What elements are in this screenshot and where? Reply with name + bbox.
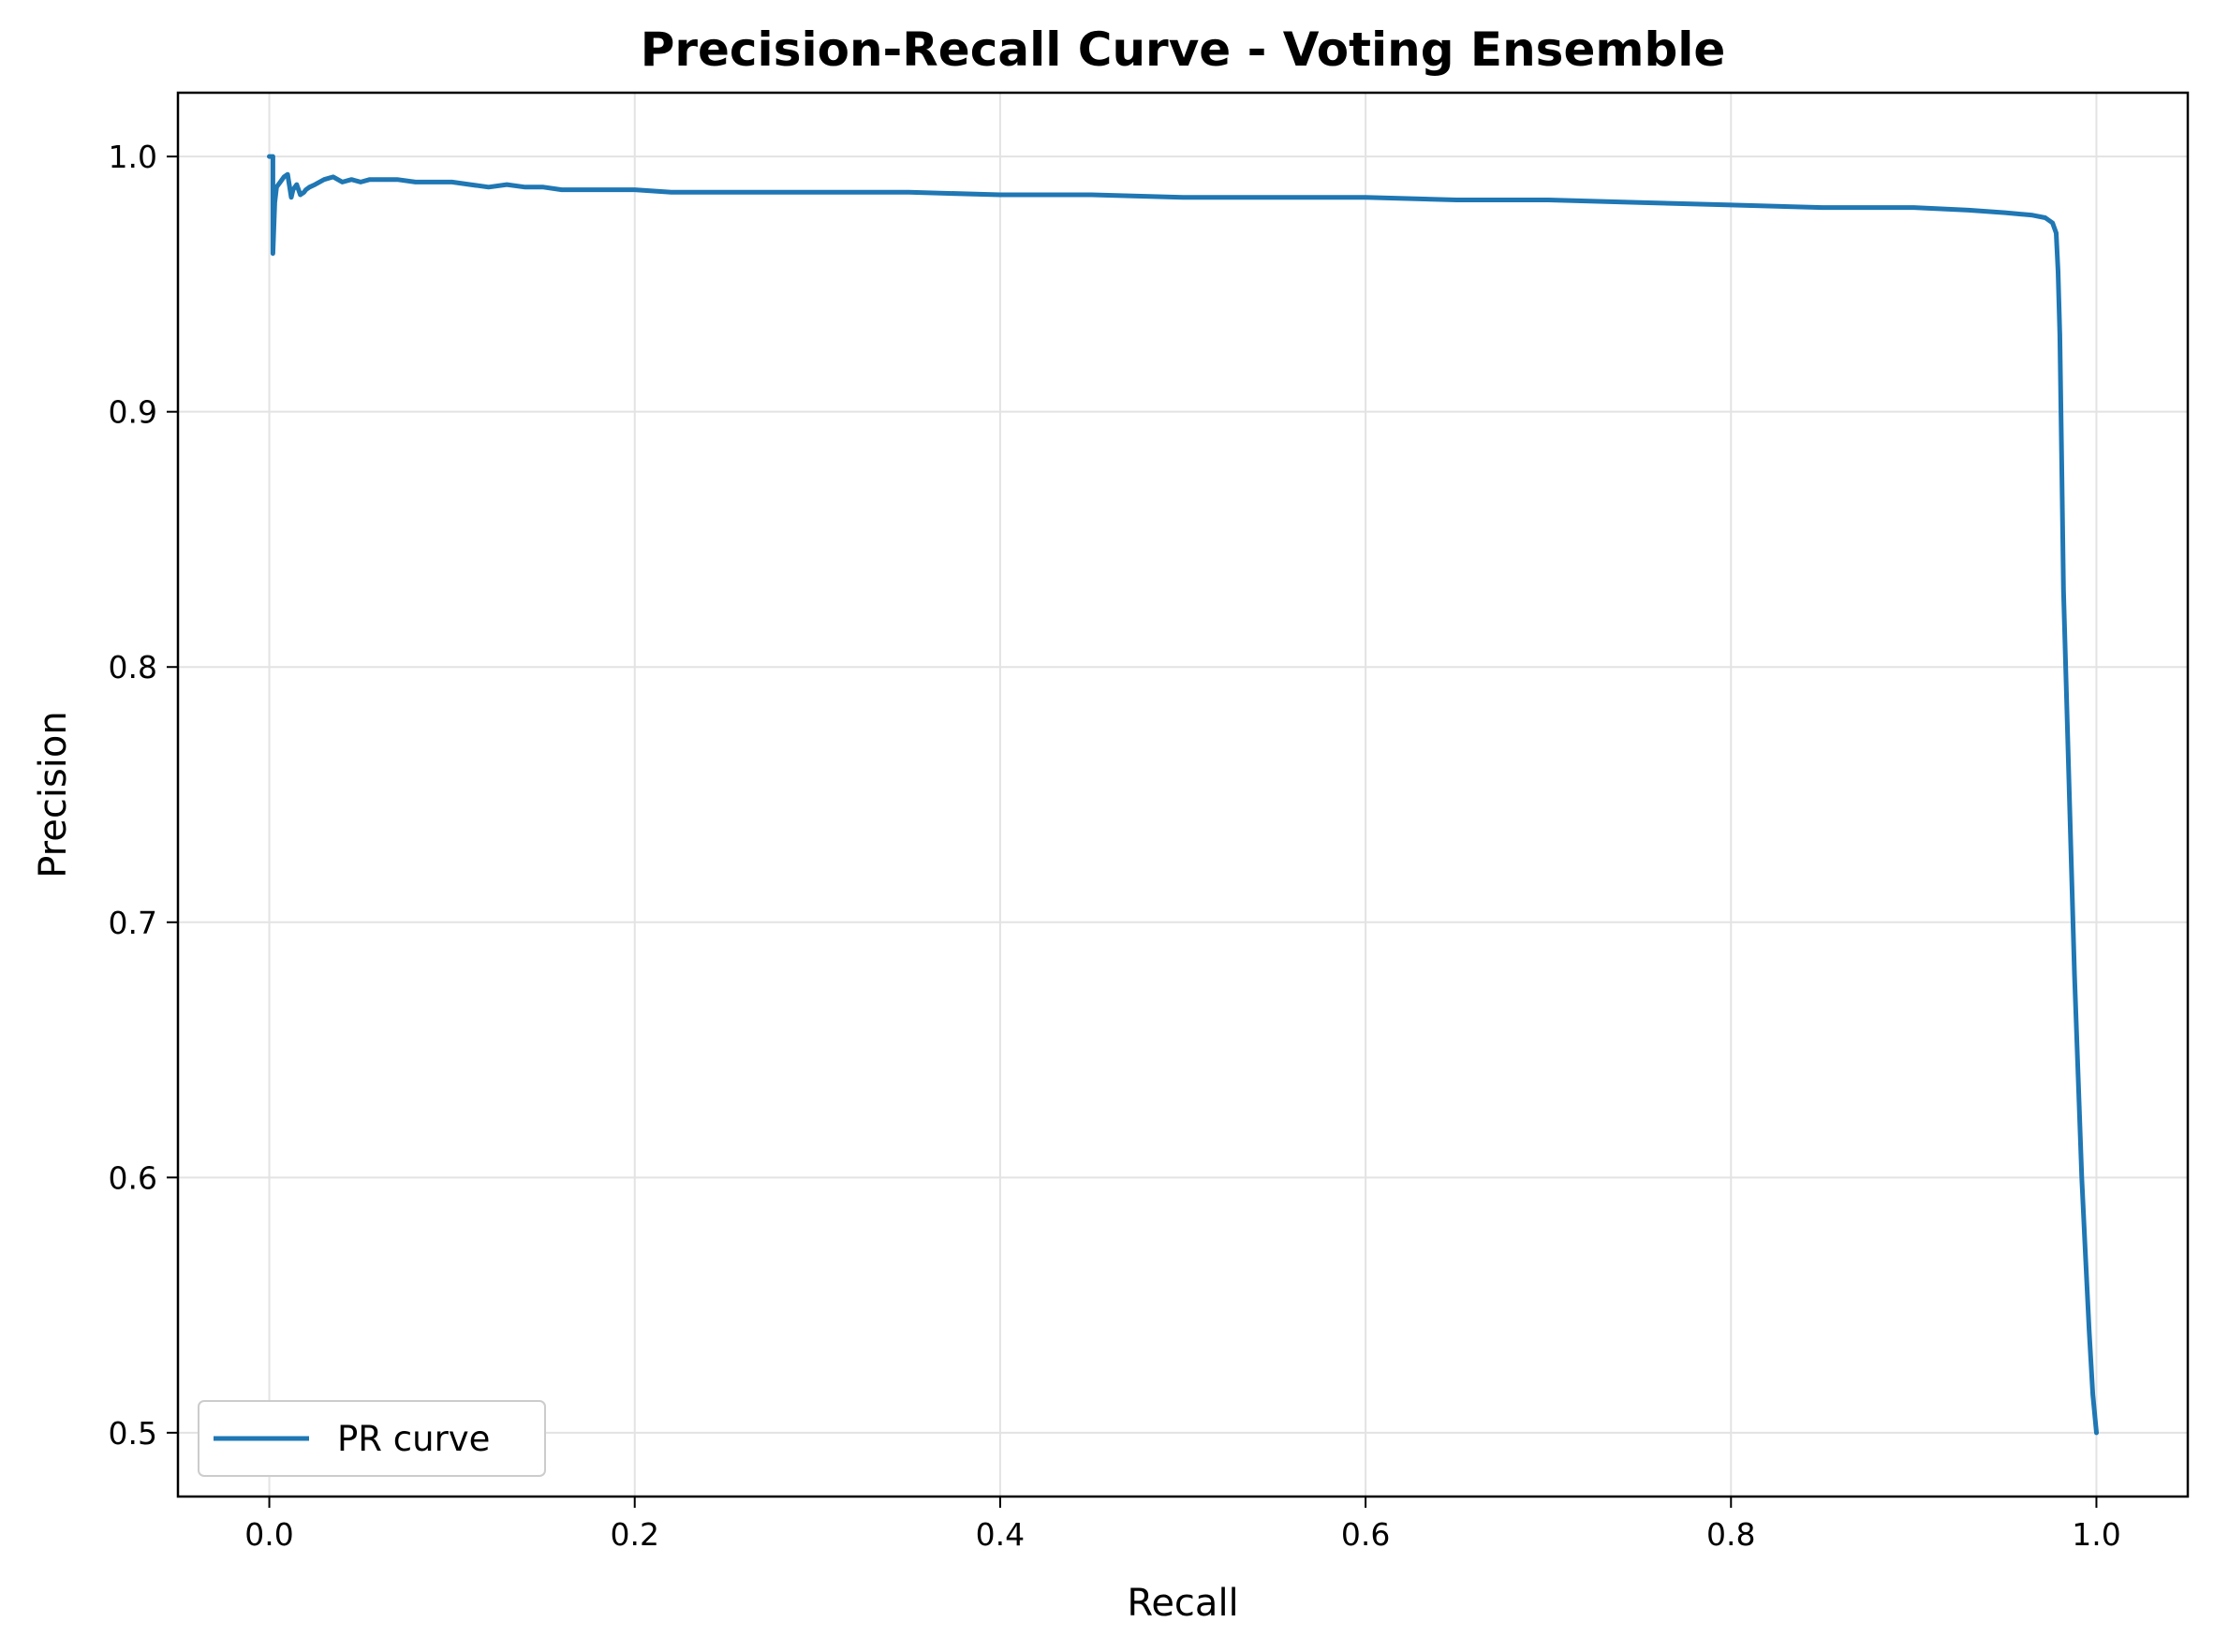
x-tick-label: 0.0: [244, 1516, 293, 1553]
plot-frame: [176, 91, 2190, 1498]
grid: [178, 93, 2188, 1497]
ticks: 0.0 0.2 0.4 0.6 0.8 1.0 0.5 0.6 0.7 0.8 0.9 1.0: [109, 139, 2121, 1553]
x-axis-label: Recall: [1127, 1582, 1238, 1625]
x-tick-label: 0.6: [1341, 1516, 1390, 1553]
x-tick-label: 0.8: [1706, 1516, 1755, 1553]
series-line-pr-curve: [267, 154, 2099, 1436]
y-tick-label: 0.6: [109, 1159, 157, 1196]
x-tick-label: 1.0: [2072, 1516, 2120, 1553]
legend-box: [198, 1400, 546, 1477]
y-tick-label: 1.0: [109, 139, 157, 175]
x-tick-label: 0.4: [976, 1516, 1025, 1553]
legend-label: PR curve: [337, 1419, 490, 1459]
series-layer: [267, 154, 2099, 1436]
y-tick-label: 0.5: [109, 1415, 157, 1452]
y-tick-label: 0.7: [109, 905, 157, 941]
y-tick-label: 0.8: [109, 649, 157, 686]
x-tick-label: 0.2: [610, 1516, 658, 1553]
y-axis-label: Precision: [32, 711, 75, 878]
legend: PR curve: [198, 1400, 546, 1477]
y-tick-label: 0.9: [109, 394, 157, 431]
chart-title: Precision-Recall Curve - Voting Ensemble: [641, 22, 1726, 77]
